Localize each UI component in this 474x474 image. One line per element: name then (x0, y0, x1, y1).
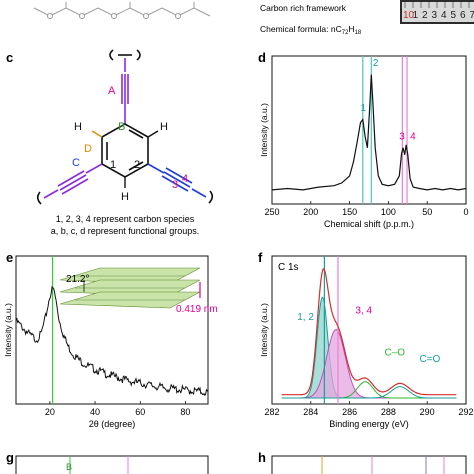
atom-label: H (74, 121, 82, 133)
component-fill (281, 329, 457, 398)
x-tick-label: 100 (381, 207, 396, 217)
panel-c-caption-1: 1, 2, 3, 4 represent carbon species (56, 214, 195, 224)
spectrum-line (271, 74, 467, 191)
peak-label: 2 (373, 58, 379, 69)
x-tick-label: 80 (180, 407, 190, 417)
peak-label: 3 (399, 131, 405, 142)
nmr-chart: 250 200 150 100 50 0 Chemical shift (p.p.m.) In… (259, 55, 469, 229)
x-tick-label: 292 (458, 407, 473, 417)
x-tick-label: 284 (303, 407, 318, 417)
panel-g-label: B (66, 462, 72, 472)
x-tick-label: 0 (463, 207, 468, 217)
x-tick-label: 150 (342, 207, 357, 217)
angle-label: 21.2° (66, 274, 89, 285)
atom-label: D (84, 143, 92, 155)
x-tick-label: 286 (342, 407, 357, 417)
y-axis-label: Intensity (a.u.) (259, 303, 269, 357)
atom-label: H (121, 191, 129, 203)
layer-stack-illustration (59, 267, 201, 309)
panel-d-letter: d (258, 50, 266, 65)
plot-frame (271, 55, 467, 205)
peak-label: 1 (360, 103, 366, 114)
atom-label: A (108, 85, 116, 97)
panel-h-letter: h (258, 450, 266, 465)
x-tick-label: 200 (303, 207, 318, 217)
atom-label: 2 (134, 159, 140, 171)
atom-label: H (160, 121, 168, 133)
atom-label: 4 (182, 173, 188, 185)
x-tick-label: 50 (422, 207, 432, 217)
panel-f-letter: f (258, 250, 263, 265)
atom-label: B (118, 121, 125, 133)
peak-label: 1, 2 (297, 312, 314, 323)
ruler-digit: 1 (413, 10, 419, 21)
panel-g-letter: g (6, 450, 14, 465)
framework-sketch (33, 2, 211, 19)
x-tick-label: 282 (264, 407, 279, 417)
xps-chart: 282 284 286 288 290 292 Binding energy (eV) Int… (259, 255, 474, 429)
x-axis-label: Chemical shift (p.p.m.) (324, 219, 414, 229)
x-tick-label: 20 (45, 407, 55, 417)
y-axis-label: Intensity (a.u.) (3, 303, 13, 357)
x-tick-label: 60 (135, 407, 145, 417)
peak-label: C–O (385, 348, 406, 359)
plot-frame (271, 255, 467, 405)
x-tick-label: 288 (381, 407, 396, 417)
inner-title: C 1s (278, 262, 299, 273)
x-tick-label: 290 (420, 407, 435, 417)
x-tick-label: 40 (90, 407, 100, 417)
ruler-digit: 7 (470, 10, 474, 21)
ruler-digit: 10 (403, 10, 415, 21)
molecule-structure (36, 49, 214, 205)
atom-label: 3 (172, 179, 178, 191)
ruler-digit: 4 (441, 10, 447, 21)
xrd-chart: 20 40 60 80 2θ (degree) Intensity (a.u.) (3, 255, 209, 429)
panel-h-frame (271, 455, 467, 474)
ruler-digit: 6 (460, 10, 466, 21)
ruler-digit: 3 (432, 10, 438, 21)
y-axis-label: Intensity (a.u.) (259, 103, 269, 157)
panel-c-caption-2: a, b, c, d represent functional groups. (51, 226, 200, 236)
ruler-digit: 2 (422, 10, 428, 21)
atom-label: 1 (110, 159, 116, 171)
panel-c-letter: c (6, 50, 13, 65)
x-axis-label: Binding energy (eV) (329, 419, 409, 429)
framework-label: Carbon rich framework (260, 3, 347, 13)
ruler-digit: 5 (451, 10, 457, 21)
panel-g-frame (15, 455, 209, 474)
plot-frame (15, 255, 209, 405)
xrd-line (15, 285, 209, 396)
x-axis-label: 2θ (degree) (89, 419, 136, 429)
x-tick-label: 250 (264, 207, 279, 217)
spacing-label: 0.419 nm (176, 304, 218, 315)
atom-label: C (72, 157, 80, 169)
peak-label: 3, 4 (355, 305, 372, 316)
component-line (281, 386, 457, 399)
peak-label: 4 (410, 131, 416, 142)
panel-e-letter: e (6, 250, 13, 265)
ruler-photo: 101 2 3 4 5 6 7 (400, 0, 474, 24)
chemical-formula: Chemical formula: nC72H18 (260, 24, 362, 36)
envelope-line (281, 268, 457, 396)
peak-label: C=O (419, 354, 440, 365)
